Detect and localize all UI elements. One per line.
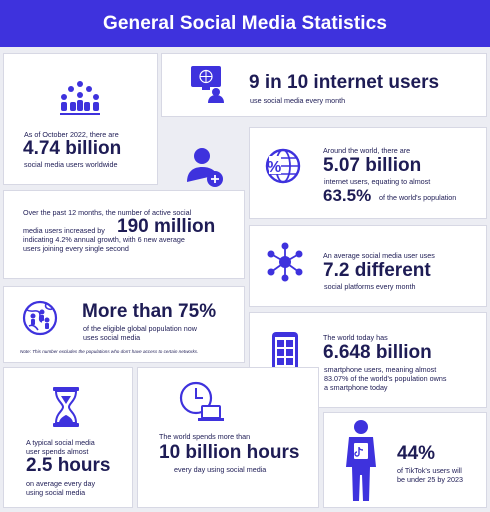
- smartphone-sub3: a smartphone today: [324, 383, 388, 392]
- social-users-headline: 4.74 billion: [23, 138, 122, 159]
- world-internet-percent: 63.5%: [323, 186, 372, 205]
- eligible-sub1: of the eligible global population now: [83, 324, 197, 333]
- platforms-intro: An average social media user uses: [323, 251, 435, 260]
- smartphone-headline: 6.648 billion: [323, 342, 432, 363]
- growth-line3: indicating 4.2% annual growth, with 6 ne…: [23, 235, 185, 244]
- growth-line2: media users increased by: [23, 226, 105, 235]
- social-users-intro: As of October 2022, there are: [24, 130, 119, 139]
- tiktok-sub1: of TikTok's users will: [397, 466, 462, 475]
- internet-users-sub: use social media every month: [250, 96, 346, 105]
- social-users-card: As of October 2022, there are 4.74 billi…: [4, 54, 157, 184]
- header-banner: General Social Media Statistics: [0, 0, 490, 47]
- world-hours-card: The world spends more than 10 billion ho…: [138, 368, 318, 507]
- eligible-sub2: uses social media: [83, 333, 141, 342]
- growth-card: Over the past 12 months, the number of a…: [4, 191, 244, 278]
- daily-time-card: A typical social media user spends almos…: [4, 368, 132, 507]
- internet-users-headline: 9 in 10 internet users: [249, 72, 440, 93]
- globe-percent-icon: %: [264, 147, 302, 185]
- tiktok-sub2: be under 25 by 2023: [397, 475, 463, 484]
- tiktok-headline: 44%: [397, 443, 436, 464]
- world-internet-intro: Around the world, there are: [323, 146, 411, 155]
- network-icon: [266, 242, 304, 282]
- platforms-sub: social platforms every month: [324, 282, 416, 291]
- daily-time-sub1: on average every day: [26, 479, 96, 488]
- platforms-card: An average social media user uses 7.2 di…: [250, 226, 486, 306]
- world-internet-sub2: of the world's population: [379, 193, 457, 202]
- tiktok-card: 44% of TikTok's users will be under 25 b…: [324, 413, 486, 507]
- daily-time-headline: 2.5 hours: [26, 455, 111, 476]
- world-hours-headline: 10 billion hours: [159, 442, 300, 463]
- world-hours-sub: every day using social media: [174, 465, 267, 474]
- smartphone-sub1: smartphone users, meaning almost: [324, 365, 437, 374]
- world-hours-intro: The world spends more than: [159, 432, 251, 441]
- platforms-headline: 7.2 different: [323, 260, 431, 281]
- growth-headline: 190 million: [117, 216, 216, 237]
- social-users-sub: social media users worldwide: [24, 160, 118, 169]
- daily-time-line1: A typical social media: [26, 438, 95, 447]
- growth-line4: users joining every single second: [23, 244, 129, 253]
- add-user-icon: [185, 146, 227, 190]
- hourglass-icon: [51, 386, 81, 428]
- tiktok-user-icon: [343, 419, 379, 503]
- people-group-icon: [56, 80, 104, 120]
- world-internet-headline: 5.07 billion: [323, 155, 422, 176]
- clock-laptop-icon: [178, 380, 224, 424]
- eligible-card: More than 75% of the eligible global pop…: [4, 287, 244, 362]
- computer-user-icon: [189, 64, 225, 104]
- growth-line1: Over the past 12 months, the number of a…: [23, 208, 192, 217]
- world-internet-card: % Around the world, there are 5.07 billi…: [250, 128, 486, 218]
- daily-time-sub2: using social media: [26, 488, 86, 497]
- eligible-headline: More than 75%: [82, 301, 217, 322]
- page-title: General Social Media Statistics: [103, 12, 387, 34]
- globe-people-icon: [20, 298, 60, 338]
- smartphone-intro: The world today has: [323, 333, 388, 342]
- world-internet-sub1: internet users, equating to almost: [324, 177, 431, 186]
- internet-users-card: 9 in 10 internet users use social media …: [162, 54, 486, 116]
- svg-text:%: %: [267, 159, 281, 176]
- daily-time-line2: user spends almost: [26, 447, 89, 456]
- eligible-note: Note: This number excludes the populatio…: [20, 349, 199, 354]
- smartphone-sub2: 83.07% of the world's population owns: [324, 374, 447, 383]
